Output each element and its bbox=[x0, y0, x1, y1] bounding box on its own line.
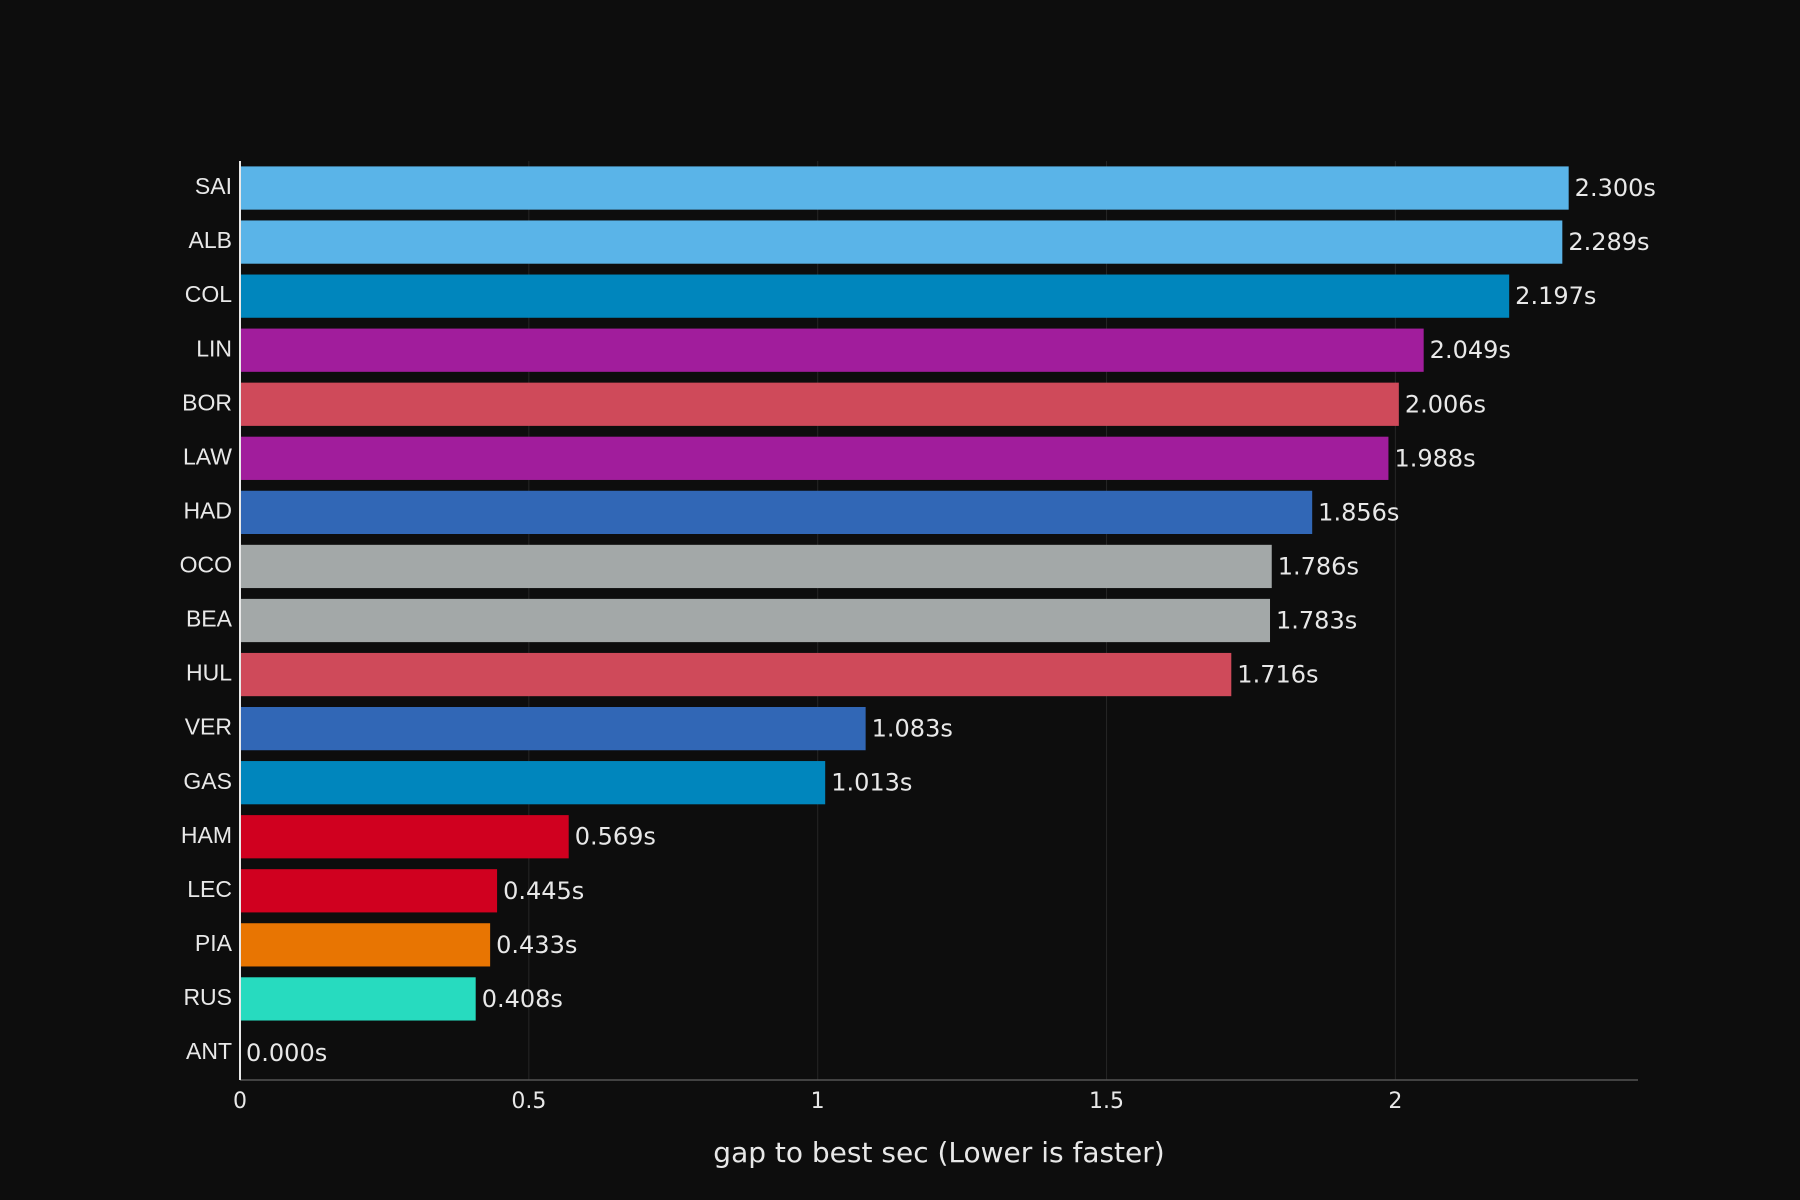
value-label: 0.000s bbox=[246, 1039, 327, 1067]
value-label: 2.006s bbox=[1405, 390, 1486, 418]
y-tick-label: BOR bbox=[182, 389, 232, 415]
y-tick-label: LEC bbox=[187, 876, 232, 902]
y-tick-label: LIN bbox=[196, 335, 232, 361]
y-tick-label: ALB bbox=[189, 227, 232, 253]
y-tick-label: LAW bbox=[183, 443, 232, 469]
value-label: 2.197s bbox=[1515, 282, 1596, 310]
value-label: 2.300s bbox=[1575, 174, 1656, 202]
y-tick-label: OCO bbox=[180, 552, 232, 578]
bar bbox=[240, 328, 1424, 372]
y-tick-label: PIA bbox=[195, 930, 233, 956]
value-label: 0.569s bbox=[575, 823, 656, 851]
x-tick-label: 0 bbox=[233, 1089, 247, 1114]
value-label: 0.445s bbox=[503, 877, 584, 905]
bar bbox=[240, 220, 1563, 264]
value-label: 1.716s bbox=[1237, 661, 1318, 689]
value-label: 2.049s bbox=[1430, 336, 1511, 364]
value-label: 2.289s bbox=[1568, 228, 1649, 256]
bar bbox=[240, 652, 1232, 697]
y-tick-label: HUL bbox=[186, 660, 232, 686]
value-label: 1.013s bbox=[831, 769, 912, 797]
value-label: 1.856s bbox=[1318, 498, 1399, 526]
bar bbox=[240, 274, 1510, 318]
bar bbox=[240, 815, 569, 859]
y-tick-label: VER bbox=[185, 714, 232, 740]
value-label: 1.988s bbox=[1394, 444, 1475, 472]
bar bbox=[240, 977, 476, 1021]
value-label: 0.408s bbox=[482, 985, 563, 1013]
value-label: 0.433s bbox=[496, 931, 577, 959]
bar bbox=[240, 706, 866, 751]
x-tick-label: 2 bbox=[1388, 1089, 1402, 1114]
x-axis-title: gap to best sec (Lower is faster) bbox=[713, 1136, 1164, 1169]
y-tick-label: ANT bbox=[186, 1038, 232, 1064]
bar bbox=[240, 166, 1569, 210]
value-label: 1.083s bbox=[872, 715, 953, 743]
bar bbox=[240, 598, 1271, 643]
bar bbox=[240, 490, 1313, 535]
y-tick-label: GAS bbox=[183, 768, 232, 794]
x-tick-label: 1 bbox=[811, 1089, 825, 1114]
bar bbox=[240, 869, 498, 913]
y-tick-label: SAI bbox=[195, 173, 232, 199]
value-label: 1.783s bbox=[1276, 607, 1357, 635]
bar bbox=[240, 761, 826, 805]
bar bbox=[240, 382, 1399, 426]
y-tick-label: HAD bbox=[183, 497, 232, 523]
y-tick-label: RUS bbox=[183, 984, 232, 1010]
y-tick-label: COL bbox=[185, 281, 233, 307]
x-tick-label: 1.5 bbox=[1089, 1089, 1124, 1114]
bar bbox=[240, 923, 491, 967]
x-tick-label: 0.5 bbox=[511, 1089, 546, 1114]
value-label: 1.786s bbox=[1278, 552, 1359, 580]
bar bbox=[240, 436, 1389, 480]
bar bbox=[240, 544, 1272, 589]
y-tick-label: BEA bbox=[186, 606, 233, 632]
y-tick-label: HAM bbox=[181, 822, 232, 848]
